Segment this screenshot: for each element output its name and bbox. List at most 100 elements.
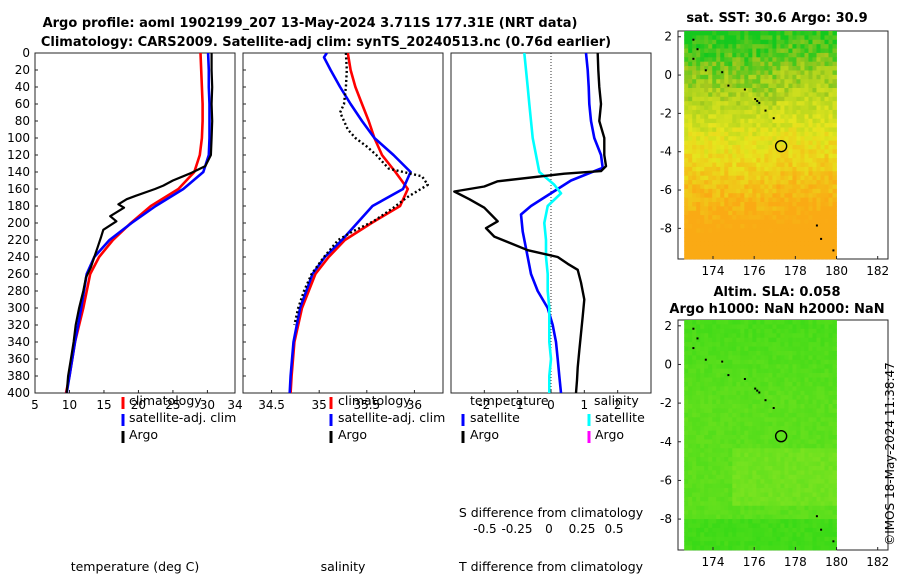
heatmap-cell [772,426,777,431]
heatmap-cell [768,232,773,238]
heatmap-cell [748,223,753,229]
heatmap-cell [692,505,697,511]
heatmap-cell [820,180,825,185]
heatmap-cell [760,457,765,462]
heatmap-cell [760,96,765,102]
heatmap-cell [804,66,809,71]
heatmap-cell [700,39,705,45]
heatmap-cell [740,153,745,159]
heatmap-cell [776,140,781,146]
heatmap-cell [716,488,721,493]
heatmap-cell [692,461,697,467]
heatmap-cell [704,492,709,498]
heatmap-cell [740,328,745,334]
heatmap-cell [704,232,709,238]
heatmap-cell [760,223,765,229]
island-mark [815,224,818,227]
heatmap-cell [828,408,833,414]
heatmap-cell [804,536,809,542]
heatmap-cell [736,355,741,361]
salinity-axes-box [242,52,444,394]
heatmap-cell [736,197,741,203]
heatmap-cell [696,149,701,155]
heatmap-cell [780,223,785,229]
heatmap-cell [796,368,801,374]
heatmap-cell [720,101,725,106]
heatmap-cell [828,210,833,216]
island-mark [758,391,761,394]
heatmap-cell [696,145,701,150]
heatmap-cell [704,439,709,445]
series-line-satellite-adj-clim [65,53,211,393]
heatmap-cell [764,404,769,409]
heatmap-cell [752,412,757,418]
heatmap-cell [796,461,801,467]
heatmap-cell [828,536,833,542]
heatmap-cell [756,368,761,374]
heatmap-cell [700,390,705,396]
heatmap-cell [744,210,749,216]
heatmap-cell [732,439,737,445]
heatmap-cell [772,74,777,80]
heatmap-cell [728,523,733,529]
heatmap-cell [712,79,717,85]
heatmap-cell [820,140,825,146]
heatmap-cell [796,408,801,414]
heatmap-cell [832,483,837,489]
heatmap-cell [828,452,833,458]
heatmap-cell [740,541,745,546]
heatmap-cell [824,149,829,155]
heatmap-cell [828,346,833,352]
heatmap-cell [792,381,797,387]
heatmap-cell [724,210,729,216]
heatmap-cell [736,452,741,458]
heatmap-cell [756,127,761,133]
heatmap-cell [776,92,781,98]
heatmap-cell [724,35,729,41]
heatmap-cell [752,219,757,225]
heatmap-cell [688,333,693,339]
y-tick-label: 220 [7,233,30,247]
difference-x-label: T difference from climatology [458,559,644,574]
heatmap-cell [728,184,733,190]
heatmap-cell [776,457,781,462]
heatmap-cell [776,359,781,365]
heatmap-cell [784,346,789,352]
heatmap-cell [700,123,705,128]
heatmap-cell [692,488,697,493]
heatmap-cell [728,88,733,93]
heatmap-cell [704,114,709,120]
heatmap-cell [708,145,713,150]
heatmap-cell [828,470,833,476]
heatmap-cell [688,430,693,436]
heatmap-cell [732,337,737,343]
heatmap-cell [768,359,773,365]
heatmap-cell [744,219,749,225]
heatmap-cell [724,197,729,203]
heatmap-cell [796,39,801,45]
heatmap-cell [708,439,713,445]
heatmap-cell [808,202,813,207]
heatmap-cell [744,52,749,58]
heatmap-cell [788,88,793,93]
heatmap-cell [828,223,833,229]
heatmap-cell [720,519,725,524]
heatmap-cell [824,390,829,396]
heatmap-cell [796,527,801,533]
heatmap-cell [728,70,733,76]
heatmap-cell [812,439,817,445]
heatmap-cell [816,452,821,458]
heatmap-cell [712,541,717,546]
heatmap-cell [724,474,729,480]
heatmap-cell [688,399,693,405]
island-mark [696,337,699,340]
heatmap-cell [752,527,757,533]
heatmap-cell [784,48,789,54]
heatmap-cell [804,39,809,45]
heatmap-cell [812,61,817,67]
heatmap-cell [700,171,705,177]
heatmap-cell [772,359,777,365]
heatmap-cell [804,386,809,392]
heatmap-cell [800,505,805,511]
heatmap-cell [832,96,837,102]
